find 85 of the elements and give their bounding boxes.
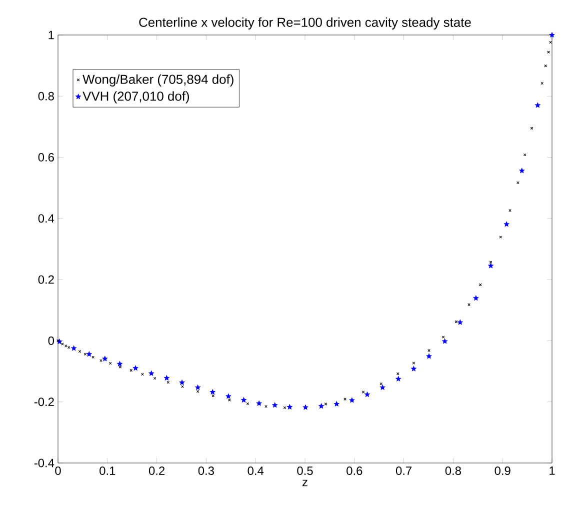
point [349,398,355,403]
x-tick-label: 0.8 [445,466,461,475]
point [195,384,200,390]
point [489,260,492,264]
x-tick-label: 0 [55,466,61,475]
point [544,64,548,68]
point [283,406,286,410]
point [179,380,185,385]
point [442,338,448,344]
y-tick-label: 0.2 [38,275,54,284]
point [549,40,552,44]
point [86,351,92,356]
point [102,356,108,361]
point [519,168,524,173]
point [454,320,458,324]
point [516,181,520,184]
x-tick-label: 0.5 [297,466,313,475]
point [380,384,386,390]
point [210,389,216,394]
point [212,394,215,398]
point [411,366,416,372]
y-tick-label: -0.4 [34,458,54,468]
point [535,102,540,108]
point [132,366,138,370]
y-tick-label: 0.4 [38,214,54,223]
point [396,376,401,382]
point [549,32,555,38]
point [396,372,400,376]
legend-label: Wong/Baker (705,894 dof) [82,74,234,86]
point [141,372,144,376]
point [241,397,246,402]
point [272,402,278,408]
point [117,361,122,366]
point [540,82,544,85]
x-tick-label: 1 [550,466,555,475]
point [412,362,416,364]
point [458,320,463,325]
x-tick-label: 0.1 [100,466,116,475]
point [362,390,365,394]
point [118,366,122,368]
point [488,263,494,268]
point [164,375,170,380]
point [442,336,445,338]
point [318,403,324,408]
point [478,283,482,286]
point [334,401,340,406]
x-tick-label: 0.6 [346,466,362,475]
point [380,382,383,386]
point [473,296,479,300]
point [166,380,170,384]
point [364,392,370,397]
y-tick-label: -0.2 [34,398,54,406]
y-tick-label: 0.8 [38,92,54,100]
x-tick-label: 0.9 [494,466,510,475]
point [92,356,95,359]
y-tick-label: 1 [48,30,54,40]
point [426,354,432,359]
point [56,339,60,342]
point [504,222,510,226]
point [547,50,550,54]
chart-title: Centerline x velocity for Re=100 driven cavity steady state [139,17,471,30]
point [287,404,292,410]
point [100,359,102,362]
point [148,370,154,376]
point [226,394,232,399]
point [78,350,82,353]
y-tick-label: 0 [48,336,54,345]
point [228,398,231,402]
point [181,385,184,388]
point [71,346,76,351]
point [324,402,328,406]
point [468,303,470,306]
x-tick-label: 0.7 [396,466,412,475]
point [302,404,308,410]
point [196,390,200,393]
x-axis-title: z [302,480,308,486]
point [256,400,262,406]
x-tick-label: 0.3 [198,466,214,475]
y-tick-label: 0.6 [38,153,54,162]
x-tick-label: 0.4 [248,466,264,475]
x-tick-label: 0.2 [148,466,165,475]
point [499,236,502,238]
point [67,346,70,349]
point [344,398,346,401]
legend-label: VVH (207,010 dof) [82,91,190,104]
